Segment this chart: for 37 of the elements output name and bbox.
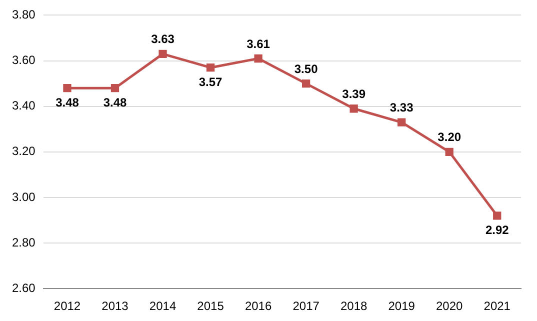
point <box>445 148 454 156</box>
data-label: 3.61 <box>246 36 270 51</box>
x-tick-label: 2021 <box>484 299 511 314</box>
x-tick-label: 2016 <box>244 299 272 314</box>
point <box>350 104 358 113</box>
y-tick-label: 3.60 <box>12 53 36 68</box>
x-tick-label: 2013 <box>102 299 129 314</box>
x-tick-label: 2018 <box>340 299 368 314</box>
point <box>254 54 262 63</box>
x-tick-label: 2017 <box>292 299 320 314</box>
y-tick-label: 2.60 <box>12 280 36 295</box>
data-label: 3.57 <box>198 74 223 89</box>
y-tick-label: 2.80 <box>12 235 36 250</box>
y-tick-label: 3.80 <box>12 8 36 22</box>
x-tick-label: 2019 <box>388 299 416 314</box>
x-tick-label: 2014 <box>149 299 176 314</box>
point <box>158 50 167 58</box>
point <box>110 84 120 92</box>
point <box>206 64 215 72</box>
point <box>398 118 406 126</box>
data-label: 3.48 <box>56 95 80 110</box>
x-tick-label: 2015 <box>197 299 224 314</box>
x-tick-label: 2020 <box>436 299 464 314</box>
data-label: 3.39 <box>342 86 366 101</box>
point <box>302 79 310 88</box>
x-tick-label: 2012 <box>54 299 81 314</box>
data-label: 3.20 <box>438 130 462 144</box>
data-label: 3.63 <box>151 32 175 46</box>
y-tick-label: 3.40 <box>12 98 36 113</box>
data-label: 2.92 <box>485 223 510 238</box>
data-label: 3.33 <box>390 100 414 115</box>
y-tick-label: 3.00 <box>12 190 36 204</box>
point <box>493 212 502 220</box>
data-label: 3.48 <box>103 95 128 110</box>
point <box>63 84 72 92</box>
data-label: 3.50 <box>294 62 318 76</box>
y-tick-label: 3.20 <box>12 144 36 158</box>
